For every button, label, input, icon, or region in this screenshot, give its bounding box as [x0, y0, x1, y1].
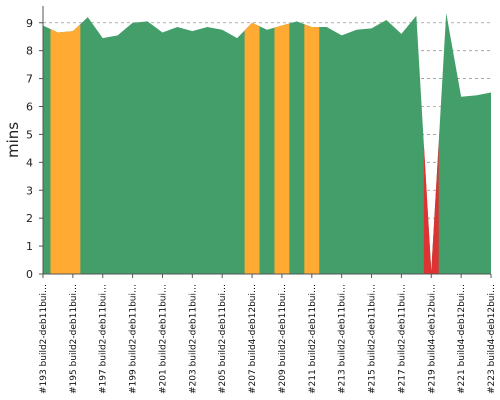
x-tick-label: #201 build2-deb11bui…	[158, 284, 168, 394]
x-tick-label: #221 build4-deb12bui…	[457, 284, 467, 394]
y-tick-label: 4	[26, 156, 33, 169]
y-axis-label: mins	[4, 122, 22, 158]
x-tick-label: #205 build2-deb11bui…	[218, 284, 228, 394]
axes	[39, 6, 491, 275]
x-tick-label: #193 build2-deb11bui…	[39, 284, 49, 394]
y-tick-label: 1	[26, 240, 33, 253]
plot-area	[39, 6, 491, 275]
y-tick-label: 5	[26, 128, 33, 141]
x-tick-label: #199 build2-deb11bui…	[129, 284, 139, 394]
y-tick-label: 3	[26, 184, 33, 197]
duration-area	[43, 12, 491, 275]
status-band-unstable	[274, 23, 290, 275]
status-band-failed	[423, 142, 439, 274]
status-band-unstable	[244, 22, 260, 274]
x-tick-label: #197 build2-deb11bui…	[99, 284, 109, 394]
x-tick-label: #217 build2-deb11bui…	[397, 284, 407, 394]
y-tick-label: 8	[26, 45, 33, 58]
x-tick-label: #223 build4-deb12bui…	[487, 284, 497, 394]
y-tick-label: 6	[26, 101, 33, 114]
x-tick-labels: #193 build2-deb11bui… #195 build2-deb11bu…	[39, 274, 497, 394]
x-tick-label: #215 build2-deb11bui…	[368, 284, 378, 394]
status-band-unstable	[304, 24, 320, 275]
x-tick-label: #209 build2-deb11bui…	[278, 284, 288, 394]
x-tick-label: #213 build2-deb11bui…	[338, 284, 348, 394]
x-tick-label: #211 build2-deb11bui…	[308, 284, 318, 394]
y-tick-label: 2	[26, 212, 33, 225]
x-tick-label: #203 build2-deb11bui…	[188, 284, 198, 394]
y-tick-label: 0	[26, 268, 33, 281]
x-tick-label: #195 build2-deb11bui…	[69, 284, 79, 394]
status-band-unstable	[50, 24, 81, 275]
x-tick-label: #219 build4-deb12bui…	[427, 284, 437, 394]
area-layer	[43, 12, 491, 275]
y-tick-label: 7	[26, 73, 33, 86]
y-tick-label: 9	[26, 17, 33, 30]
y-tick-labels: 0 1 2 3 4 5 6 7 8 9	[26, 17, 33, 281]
x-tick-label: #207 build4-deb12bui…	[248, 284, 258, 394]
status-bands	[50, 22, 439, 275]
